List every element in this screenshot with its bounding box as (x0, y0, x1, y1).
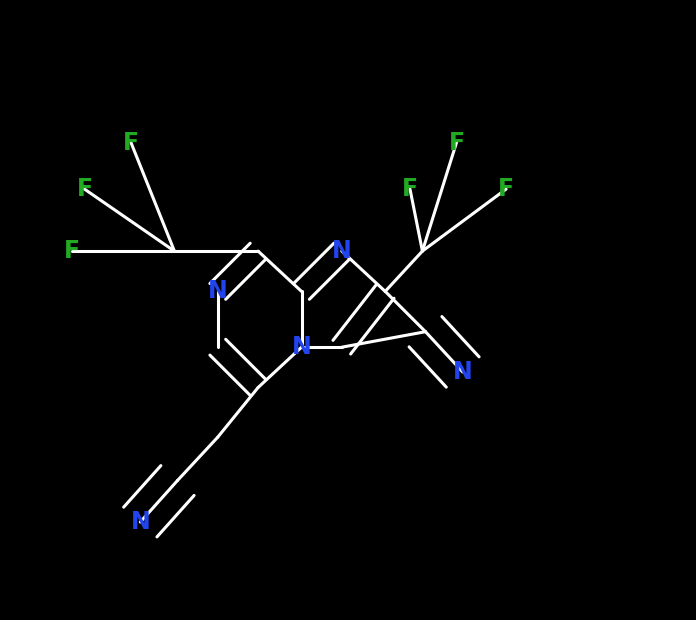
Text: F: F (498, 177, 514, 201)
Text: N: N (208, 280, 228, 303)
Text: F: F (123, 131, 139, 154)
Text: N: N (292, 335, 311, 359)
Text: N: N (453, 360, 473, 384)
Text: F: F (77, 177, 93, 201)
Text: F: F (402, 177, 418, 201)
Text: N: N (130, 510, 150, 534)
Text: N: N (332, 239, 351, 263)
Text: F: F (448, 131, 464, 154)
Text: F: F (64, 239, 80, 263)
